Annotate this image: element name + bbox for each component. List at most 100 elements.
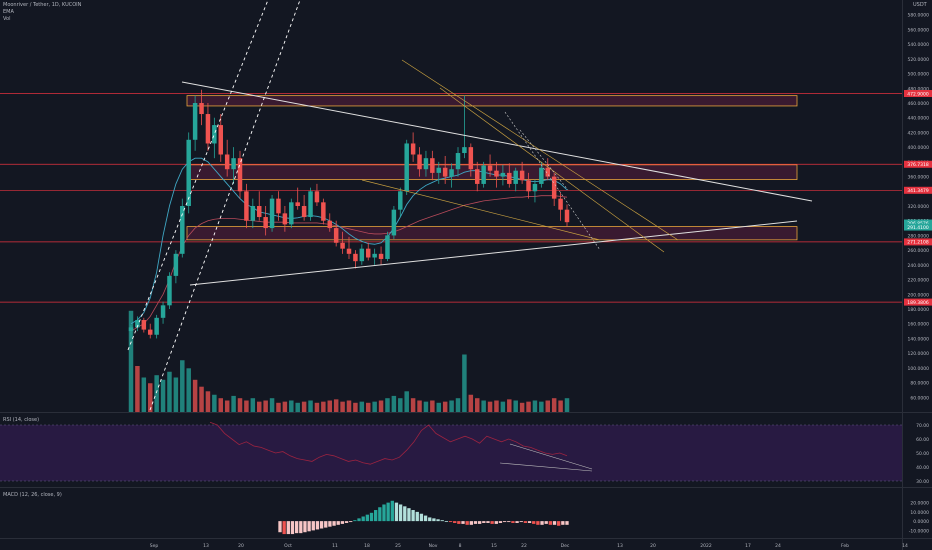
candle-body [314,191,320,203]
macd-bar [340,521,345,524]
y-tick-label: 240.0000 [908,263,930,269]
candle-body [462,147,467,154]
x-tick-label: 11 [332,543,338,549]
rsi-label[interactable]: RSI (14, close) [3,417,40,423]
macd-bar [386,502,390,522]
candle-body [494,170,499,177]
y-tick-label: 100.0000 [908,366,930,372]
macd-bar [324,521,328,528]
candle-body [430,158,435,173]
macd-bar [552,521,557,525]
price-label-text: 472.9000 [907,91,929,97]
macd-bar [465,521,469,525]
candle-body [346,248,352,254]
volume-bar [462,354,467,412]
candle-body [391,209,397,236]
price-label-box [904,160,932,168]
macd-bar [394,502,399,522]
macd-label[interactable]: MACD (12, 26, close, 9) [3,492,62,498]
price-label-box [904,223,932,231]
volume-bar [135,366,140,412]
x-tick-label: Feb [841,543,849,549]
candle-body [436,167,442,173]
macd-tick-label: -10.0000 [909,528,929,534]
volume-bar [539,401,544,412]
candle-body [455,153,461,170]
price-label-text: 341.3479 [907,188,929,194]
macd-bar [473,521,478,524]
volume-bar [404,391,409,412]
price-label-text: 189.3806 [907,300,929,306]
volume-bar [487,401,493,412]
macd-bar [390,500,394,522]
fan-line [401,59,679,241]
volume-bar [423,401,429,412]
dotted-projection [519,129,569,191]
volume-bar [231,395,236,412]
candle-body [295,202,300,206]
macd-bar [361,516,365,522]
volume-bar [545,400,551,412]
candle-body [160,305,166,318]
volume-bar [269,398,275,412]
volume-bar [167,371,172,412]
macd-bar [303,521,307,533]
y-tick-label: 560.0000 [908,27,930,33]
macd-bar [469,521,473,525]
vol-legend[interactable]: Vol [3,16,11,22]
price-label-text: 376.7318 [907,162,929,168]
macd-bar [494,521,498,524]
candle-body [218,125,224,155]
symbol-legend[interactable]: Moonriver / Tether, 1D, KUCOIN [3,2,82,8]
candle-body [558,198,563,210]
volume-bar [455,398,461,412]
volume-bar [436,402,442,412]
volume-bar [289,400,294,412]
volume-bar [410,398,416,412]
macd-bar [548,521,553,525]
candle-body [365,248,371,258]
macd-bar [282,521,286,535]
rsi-line [209,421,568,465]
y-tick-label: 500.0000 [908,72,930,78]
y-tick-label: 200.0000 [908,292,930,298]
macd-bar [436,519,440,522]
macd-bar [382,504,386,522]
price-label-text: 271.2108 [907,240,929,246]
volume-bar [378,400,384,412]
y-tick-label: 420.0000 [908,130,930,136]
macd-tick-label: 10.0000 [910,510,929,516]
macd-bar [536,521,540,525]
macd-bar [419,513,424,522]
candle-body [539,167,544,184]
macd-bar [511,521,515,523]
macd-bar [515,521,519,523]
candle-body [308,191,313,218]
candle-body [519,170,525,181]
macd-bar [444,521,449,522]
x-tick-label: Nov [429,543,438,549]
volume-bar [282,401,288,412]
volume-bar [308,400,313,412]
volume-bar [141,377,147,412]
y-tick-label: 580.0000 [908,13,930,19]
candle-body [173,253,179,276]
y-tick-label: 440.0000 [908,116,930,122]
macd-bar [290,521,295,535]
macd-bar [432,518,436,522]
candle-body [256,206,262,218]
rsi-tick-label: 70.00 [916,423,929,429]
macd-bar [278,521,282,533]
price-zone [186,226,798,241]
volume-bar [513,400,518,412]
macd-bar [357,518,361,522]
macd-bar [457,521,461,524]
x-tick-label: 25 [395,543,401,549]
candle-body [545,167,551,177]
volume-bar [212,394,217,412]
y-tick-label: 60.0000 [910,395,929,401]
ema-legend[interactable]: EMA [3,9,14,15]
y-tick-label: 540.0000 [908,42,930,48]
volume-bar [468,394,474,412]
